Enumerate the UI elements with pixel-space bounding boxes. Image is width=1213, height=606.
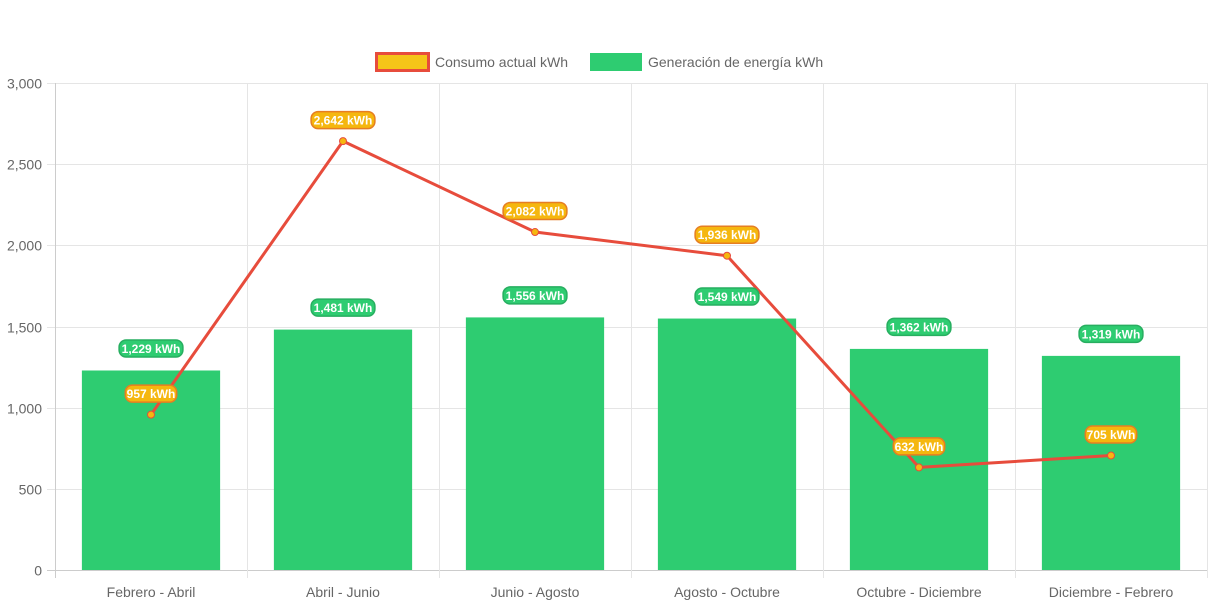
legend-item-generacion[interactable]: Generación de energía kWh — [590, 53, 823, 71]
data-label-box — [892, 437, 946, 456]
data-label-text: 1,362 kWh — [890, 320, 949, 334]
line-point[interactable] — [915, 463, 923, 472]
data-label: 1,362 kWh — [886, 317, 952, 337]
x-tick-label: Agosto - Octubre — [674, 584, 780, 600]
data-label: 1,481 kWh — [310, 298, 376, 317]
y-tick-label: 1,500 — [7, 320, 42, 336]
data-label-box — [310, 298, 376, 317]
data-label-box — [310, 110, 376, 130]
bar-series — [81, 317, 1181, 570]
legend-swatch-generacion — [590, 53, 642, 71]
data-label-box — [694, 287, 760, 306]
data-label: 1,549 kWh — [694, 287, 760, 306]
data-label-text: 1,229 kWh — [122, 342, 181, 356]
y-tick-label: 1,000 — [7, 401, 42, 417]
legend-item-consumo[interactable]: Consumo actual kWh — [375, 52, 569, 72]
data-label-text: 632 kWh — [895, 440, 944, 454]
bar[interactable] — [81, 370, 221, 570]
legend-swatch-consumo — [375, 52, 430, 72]
line-point[interactable] — [723, 251, 731, 260]
y-tick-label: 3,000 — [7, 76, 42, 92]
data-label-box — [886, 317, 952, 337]
y-tick-label: 0 — [34, 563, 42, 579]
data-label-text: 2,082 kWh — [506, 205, 565, 219]
grid-lines — [47, 83, 1208, 578]
data-label-box — [124, 384, 178, 403]
x-tick-label: Junio - Agosto — [491, 584, 580, 600]
data-label: 1,319 kWh — [1078, 324, 1144, 344]
bar[interactable] — [849, 348, 989, 570]
bar[interactable] — [273, 329, 413, 570]
data-label: 2,642 kWh — [310, 110, 376, 130]
data-label-text: 1,481 kWh — [314, 301, 373, 315]
x-tick-label: Diciembre - Febrero — [1049, 584, 1174, 600]
data-label: 705 kWh — [1084, 425, 1138, 444]
x-axis: Febrero - Abril Abril - Junio Junio - Agos… — [107, 584, 1174, 600]
data-label-box — [502, 201, 568, 221]
data-label-text: 2,642 kWh — [314, 114, 373, 128]
legend-label-consumo: Consumo actual kWh — [435, 54, 568, 70]
x-tick-label: Febrero - Abril — [107, 584, 196, 600]
data-label-box — [502, 286, 568, 305]
line-path — [149, 139, 1112, 469]
data-label: 957 kWh — [124, 384, 178, 403]
legend: Consumo actual kWh Generación de energía… — [375, 52, 823, 72]
data-labels: 1,229 kWh 1,481 kWh 1,556 kWh 1,549 kWh 1,36… — [118, 110, 1144, 456]
legend-label-generacion: Generación de energía kWh — [648, 54, 823, 70]
data-label: 1,936 kWh — [694, 225, 760, 244]
data-label-box — [1078, 324, 1144, 344]
y-tick-label: 2,500 — [7, 157, 42, 173]
x-tick-label: Octubre - Diciembre — [856, 584, 981, 600]
line-point[interactable] — [1107, 451, 1115, 460]
line-point[interactable] — [339, 137, 347, 146]
line-series — [147, 137, 1115, 472]
data-label-text: 1,936 kWh — [698, 228, 757, 242]
data-label-box — [694, 225, 760, 244]
data-label: 632 kWh — [892, 437, 946, 456]
line-point[interactable] — [531, 228, 539, 237]
data-label-text: 705 kWh — [1087, 428, 1136, 442]
y-axis: 0 500 1,000 1,500 2,000 2,500 3,000 — [7, 76, 42, 579]
y-tick-label: 500 — [19, 482, 43, 498]
data-label-text: 1,556 kWh — [506, 289, 565, 303]
data-label: 2,082 kWh — [502, 201, 568, 221]
data-label-text: 1,319 kWh — [1082, 327, 1141, 341]
x-tick-label: Abril - Junio — [306, 584, 380, 600]
data-label-box — [1084, 425, 1138, 444]
data-label: 1,229 kWh — [118, 339, 184, 358]
data-label-box — [118, 339, 184, 358]
line-point[interactable] — [147, 410, 155, 419]
data-label-text: 957 kWh — [127, 387, 176, 401]
data-label: 1,556 kWh — [502, 286, 568, 305]
bar[interactable] — [1041, 355, 1181, 570]
bar[interactable] — [465, 317, 605, 570]
bar[interactable] — [657, 318, 797, 570]
data-label-text: 1,549 kWh — [698, 290, 757, 304]
y-tick-label: 2,000 — [7, 238, 42, 254]
